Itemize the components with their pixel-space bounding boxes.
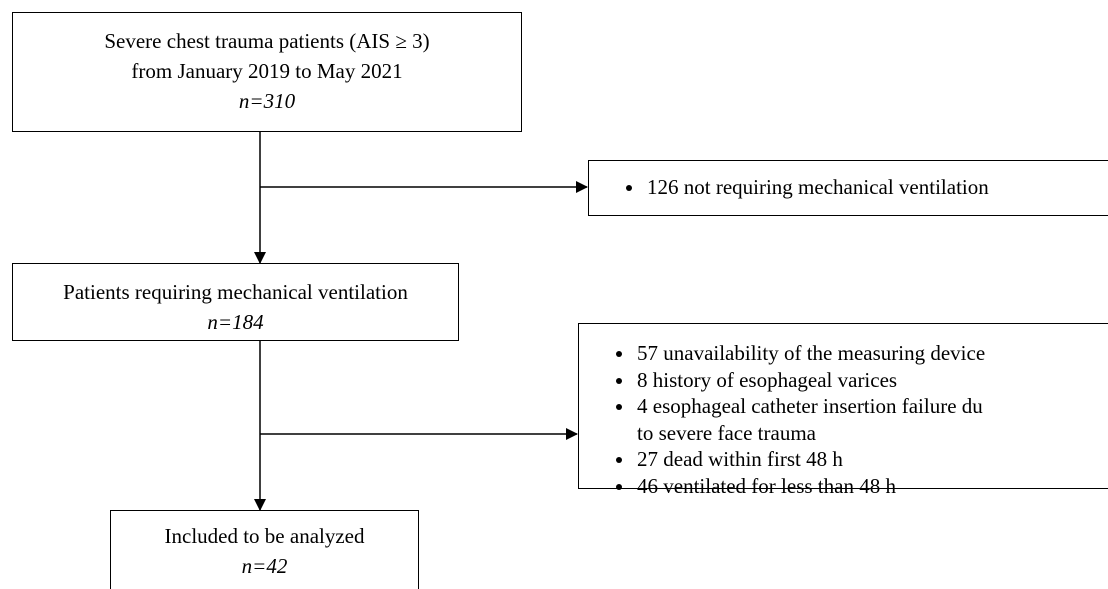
node-text: Severe chest trauma patients (AIS ≥ 3) xyxy=(104,29,430,53)
exclusion-item: 126 not requiring mechanical ventilation xyxy=(645,174,1108,201)
node-count: n=42 xyxy=(241,554,288,578)
exclusion-item: 4 esophageal catheter insertion failure … xyxy=(635,393,1108,446)
exclusion-text: to severe face trauma xyxy=(637,420,816,445)
exclusion-text: 8 history of esophageal varices xyxy=(637,367,898,392)
exclusion-list: 57 unavailability of the measuring devic… xyxy=(579,340,1108,499)
exclusion-text: 46 ventilated for less than 48 h xyxy=(637,473,896,498)
exclusion-text: 4 esophageal catheter insertion failure … xyxy=(637,394,983,418)
node-count: n=184 xyxy=(207,310,264,334)
exclusion-item: 27 dead within first 48 h xyxy=(635,446,1108,473)
exclusion-text: 126 not requiring mechanical ventilation xyxy=(647,175,989,199)
node-box: Patients requiring mechanical ventilatio… xyxy=(12,263,459,341)
exclusion-item: 8 history of esophageal varices xyxy=(635,367,1108,394)
exclusion-box: 57 unavailability of the measuring devic… xyxy=(578,323,1108,498)
exclusion-text: 27 dead within first 48 h xyxy=(637,447,843,471)
exclusion-item: 57 unavailability of the measuring devic… xyxy=(635,340,1108,367)
node-box: Included to be analyzed n=42 xyxy=(110,510,419,589)
node-text: Included to be analyzed xyxy=(164,524,365,548)
node-box: Severe chest trauma patients (AIS ≥ 3) f… xyxy=(12,12,522,132)
exclusion-box: 126 not requiring mechanical ventilation xyxy=(588,160,1108,216)
node-text: Patients requiring mechanical ventilatio… xyxy=(63,280,408,304)
node-count: n=310 xyxy=(238,89,296,113)
exclusion-list: 126 not requiring mechanical ventilation xyxy=(589,174,1108,201)
exclusion-item: 46 ventilated for less than 48 h xyxy=(635,473,1108,500)
node-text: from January 2019 to May 2021 xyxy=(131,59,403,83)
exclusion-text: 57 unavailability of the measuring devic… xyxy=(637,341,986,365)
